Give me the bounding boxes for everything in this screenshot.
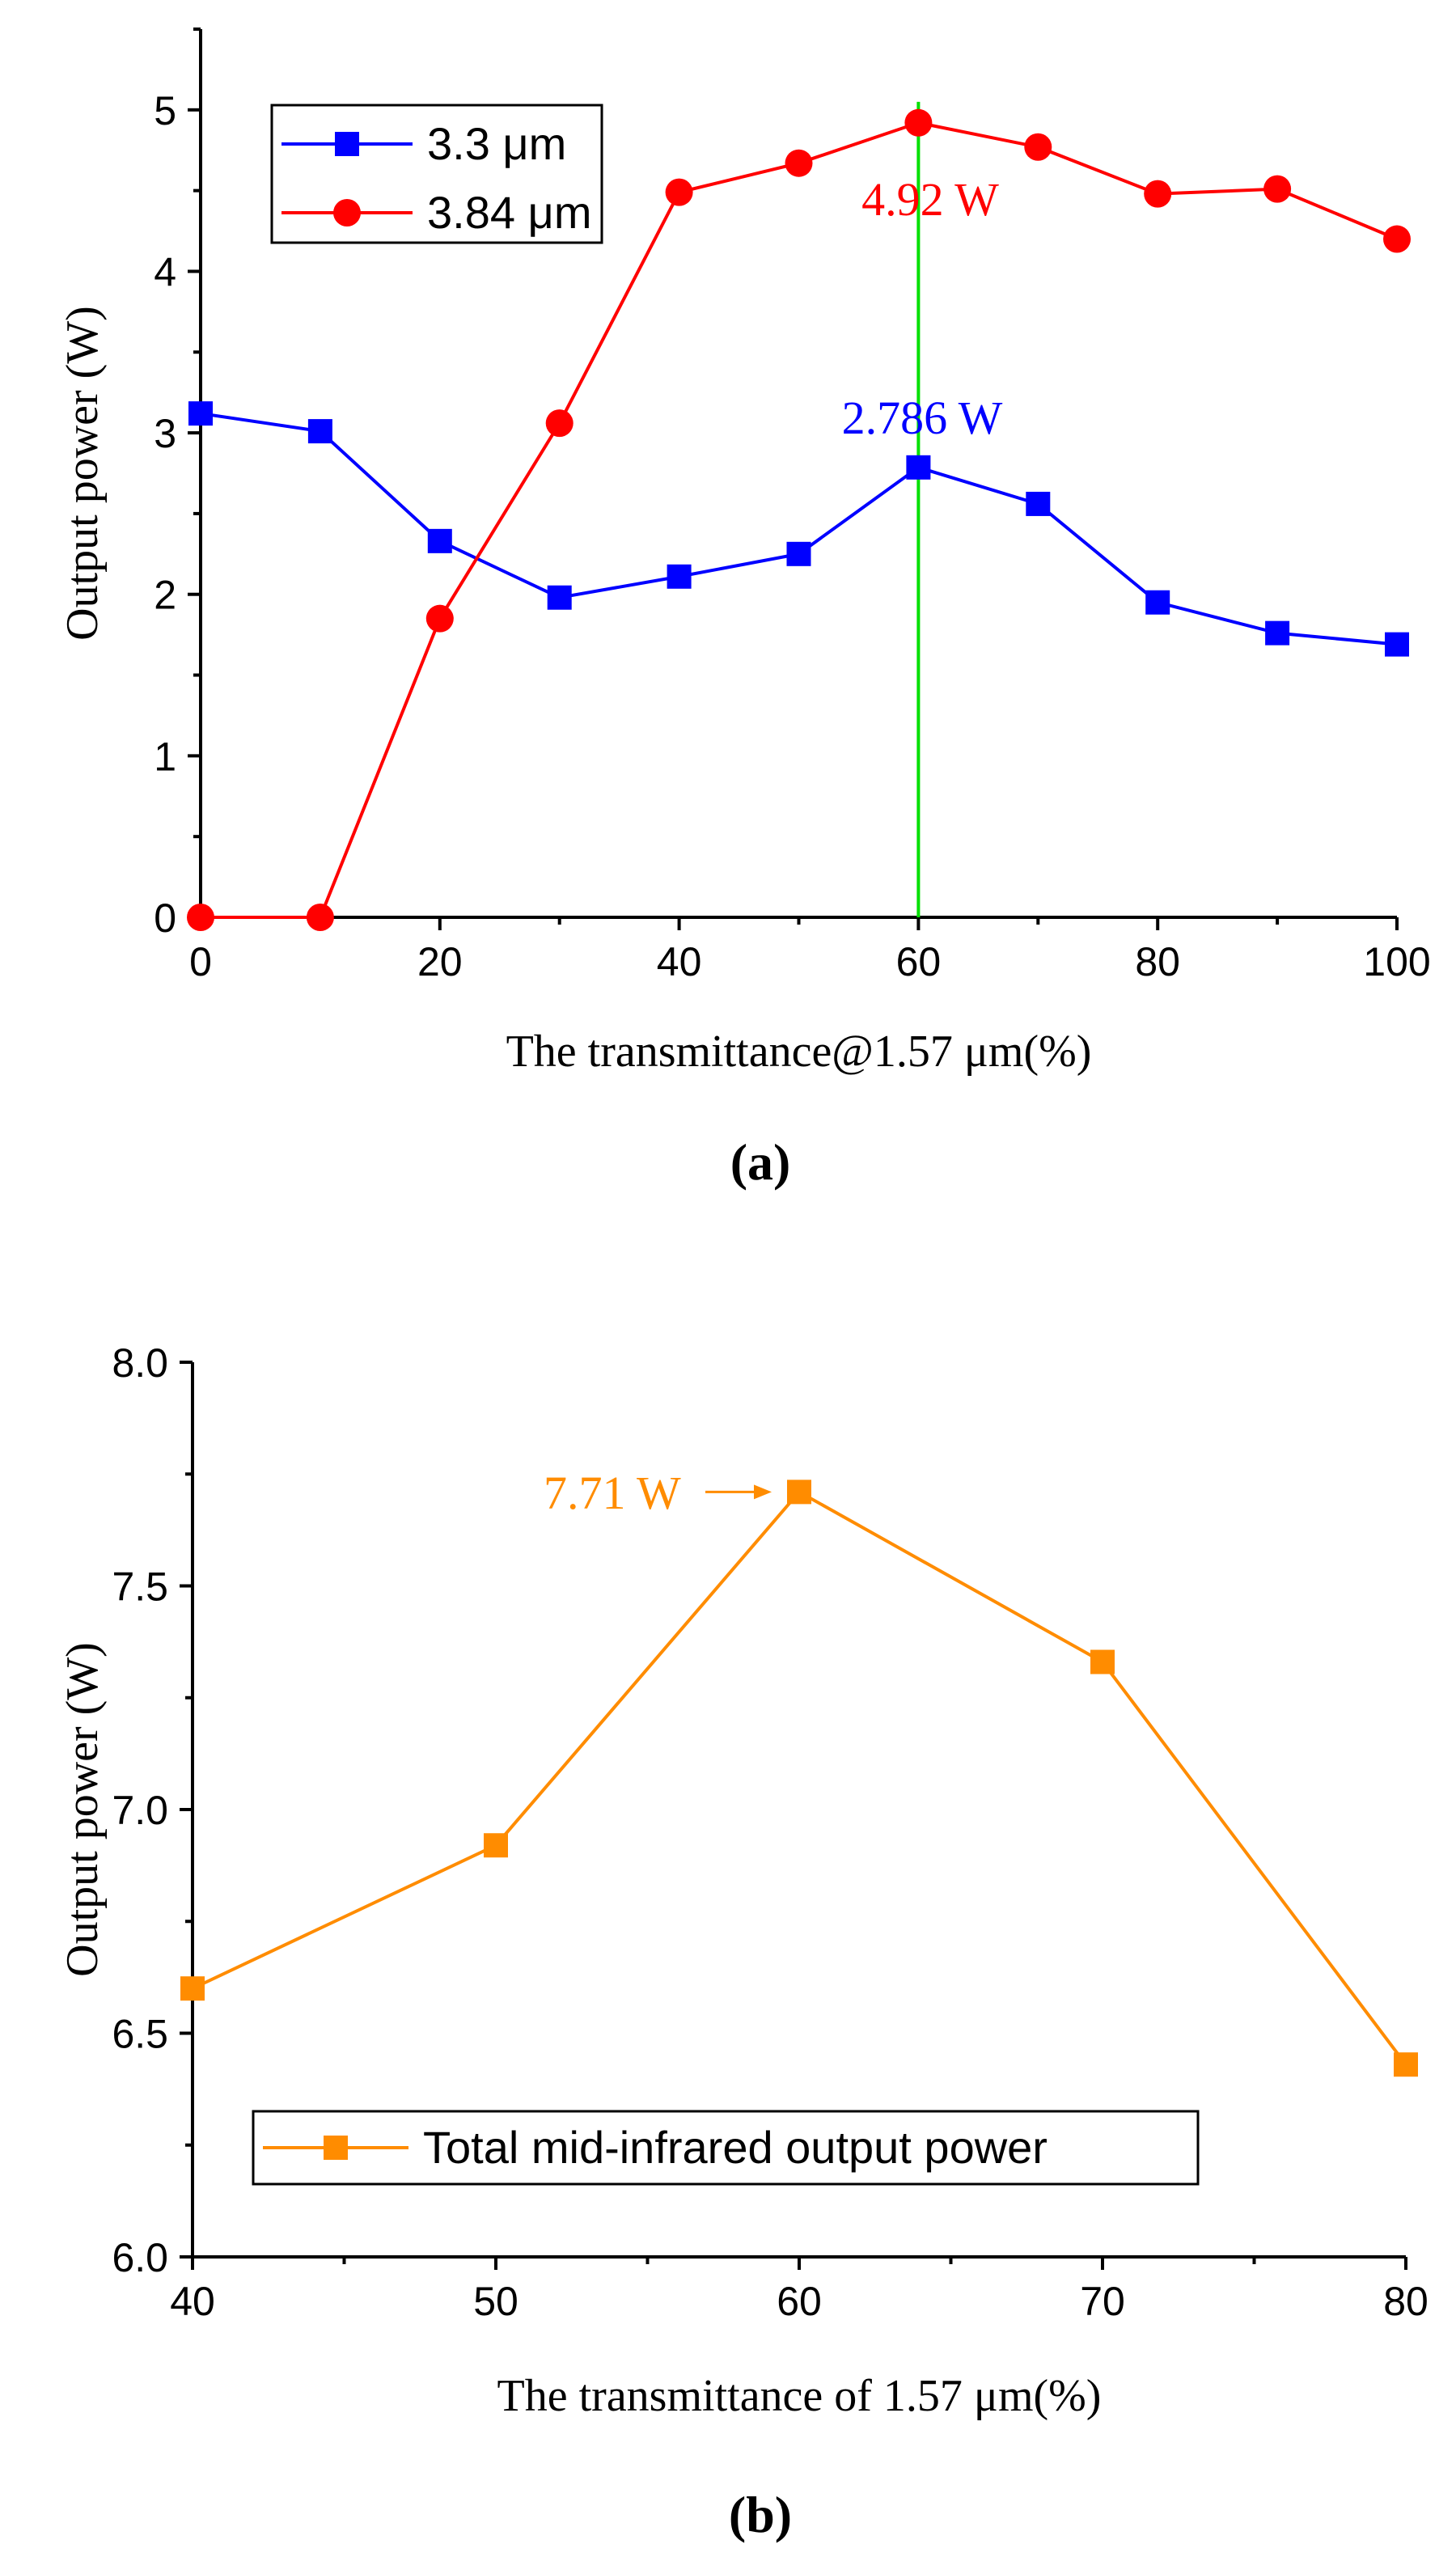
data-point-0-9	[1265, 620, 1290, 646]
panel-label-a: (a)	[730, 1133, 791, 1191]
x-tick-label: 60	[896, 939, 942, 984]
data-point-0-1	[484, 1833, 508, 1858]
legend-label: 3.84 μm	[427, 187, 591, 238]
x-tick-label: 40	[170, 2279, 215, 2324]
panel-label-b: (b)	[729, 2486, 792, 2543]
annotation-label: 2.786 W	[842, 392, 1003, 444]
data-point-0-5	[786, 541, 811, 566]
data-point-1-1	[306, 904, 334, 931]
data-point-1-0	[187, 904, 214, 931]
annotation-label: 4.92 W	[861, 173, 999, 226]
x-tick-label: 0	[189, 939, 212, 984]
x-tick-label: 60	[777, 2279, 822, 2324]
series-line-0	[200, 412, 1398, 646]
y-axis-label: Output power (W)	[57, 306, 108, 641]
data-point-0-4	[667, 564, 692, 589]
series-line-0	[192, 1489, 1407, 2066]
data-point-1-3	[545, 409, 574, 438]
y-tick-label: 6.0	[112, 2235, 168, 2280]
data-point-1-6	[904, 108, 933, 137]
x-tick-label: 80	[1383, 2279, 1428, 2324]
x-axis-label: The transmittance@1.57 μm(%)	[506, 1027, 1092, 1077]
y-tick-label: 1	[154, 734, 176, 779]
annotation-arrowhead	[754, 1484, 772, 1500]
data-point-0-6	[906, 455, 931, 480]
y-tick-label: 7.0	[112, 1788, 168, 1833]
chart-b: 40 50 60 70 80 6.0 6.5 7.0 7.5 8.0 The transmittan…	[57, 1340, 1428, 2421]
y-tick-label: 7.5	[112, 1564, 168, 1610]
y-tick-label: 3	[154, 411, 176, 456]
annotation-label: 7.71 W	[544, 1467, 681, 1519]
data-point-0-2	[787, 1480, 811, 1505]
y-tick-label: 0	[154, 895, 176, 941]
data-point-1-7	[1024, 133, 1052, 161]
y-tick-label: 8.0	[112, 1340, 168, 1386]
data-point-1-5	[785, 149, 813, 177]
x-tick-label: 100	[1363, 939, 1430, 984]
legend-marker	[324, 2136, 348, 2160]
legend-label: Total mid-infrared output power	[423, 2122, 1048, 2173]
data-point-1-10	[1383, 225, 1411, 253]
legend-box	[252, 2110, 1200, 2186]
x-tick-label: 70	[1080, 2279, 1125, 2324]
data-point-0-4	[1394, 2052, 1418, 2077]
data-point-0-7	[1026, 491, 1051, 516]
legend-marker	[333, 199, 361, 226]
y-tick-label: 5	[154, 88, 176, 133]
data-point-0-3	[1090, 1649, 1115, 1674]
data-point-0-0	[180, 1976, 205, 2001]
data-point-0-0	[188, 401, 213, 426]
y-tick-label: 4	[154, 249, 176, 294]
y-tick-label: 2	[154, 573, 176, 618]
data-point-0-2	[427, 528, 452, 553]
data-point-0-8	[1145, 590, 1170, 615]
data-point-0-10	[1385, 632, 1409, 657]
y-tick-label: 6.5	[112, 2012, 168, 2057]
x-axis-label: The transmittance of 1.57 μm(%)	[497, 2371, 1102, 2421]
data-point-1-4	[665, 178, 693, 206]
data-point-1-2	[425, 604, 454, 633]
x-tick-label: 80	[1135, 939, 1180, 984]
data-point-1-9	[1263, 175, 1292, 203]
data-point-0-1	[307, 419, 332, 444]
data-point-1-8	[1144, 180, 1172, 208]
x-tick-label: 40	[657, 939, 702, 984]
chart-a: 0 20 40 60 80 100 0 1 2 3 4 5 The transmittance@1.57…	[57, 28, 1431, 1077]
legend-box	[270, 104, 603, 244]
data-point-0-3	[547, 585, 572, 610]
legend-label: 3.3 μm	[427, 118, 566, 169]
x-tick-label: 50	[473, 2279, 518, 2324]
legend-marker	[335, 132, 359, 156]
y-axis-label: Output power (W)	[57, 1642, 108, 1977]
x-tick-label: 20	[417, 939, 463, 984]
